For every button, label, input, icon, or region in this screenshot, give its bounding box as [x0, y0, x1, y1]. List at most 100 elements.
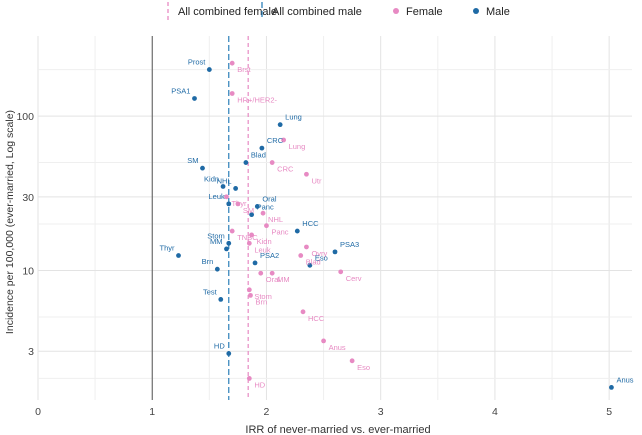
- data-point: [226, 201, 232, 207]
- y-tick-label: 100: [16, 111, 34, 123]
- legend-point-icon: [393, 8, 399, 14]
- point-label: Kidn: [204, 174, 219, 183]
- data-point: [264, 223, 269, 229]
- point-label: MM: [277, 275, 290, 284]
- point-label: HCC: [308, 314, 325, 323]
- y-axis: 3 10 30 100: [16, 111, 34, 358]
- data-point: [224, 246, 229, 252]
- data-point: [220, 184, 226, 189]
- data-point: [300, 309, 306, 315]
- point-label: Lung: [289, 142, 306, 151]
- data-point: [233, 186, 239, 191]
- data-point: [176, 253, 181, 258]
- data-point: [229, 228, 235, 234]
- point-label: Oral: [262, 194, 277, 203]
- data-point: [349, 358, 355, 364]
- point-label: Panc: [271, 228, 288, 237]
- point-label: Brn: [255, 297, 267, 306]
- data-point: [224, 194, 229, 200]
- point-label: Brst: [237, 65, 251, 74]
- data-point: [298, 253, 304, 258]
- data-point: [338, 269, 344, 275]
- data-point: [218, 296, 224, 302]
- data-point: [229, 91, 235, 96]
- point-label: PSA3: [340, 240, 359, 249]
- point-label: Thyr: [160, 244, 176, 253]
- data-point: [206, 67, 212, 72]
- point-label: Oral: [266, 275, 281, 284]
- y-tick-label: 30: [22, 192, 34, 204]
- point-label: Utr: [311, 176, 322, 185]
- point-label: Test: [203, 287, 218, 296]
- point-label: SM: [243, 206, 254, 215]
- point-label: Ovry: [311, 249, 327, 258]
- data-point: [281, 137, 286, 143]
- data-point: [214, 266, 220, 272]
- x-tick-label: 0: [35, 406, 41, 418]
- point-label: HR+/HER2-: [237, 96, 277, 105]
- data-point: [235, 201, 241, 207]
- point-label: Anus: [329, 343, 346, 352]
- data-point: [249, 212, 255, 218]
- point-label: Stom: [207, 231, 225, 240]
- point-label: Anus: [616, 375, 633, 384]
- data-point: [226, 351, 232, 356]
- data-point: [321, 338, 326, 344]
- y-tick-label: 3: [28, 346, 34, 358]
- point-label: NHL: [217, 176, 232, 185]
- data-point: [246, 287, 252, 293]
- point-label: Eso: [357, 363, 370, 372]
- point-label: Lung: [285, 113, 302, 122]
- data-point: [258, 270, 264, 276]
- point-label: Thyr: [231, 199, 247, 208]
- data-point: [248, 292, 253, 298]
- point-labels: BrstHR+/HER2-LungCRCUtrThyrSMNHLPancTNBC…: [160, 58, 634, 390]
- x-tick-label: 2: [264, 406, 270, 418]
- x-tick-label: 1: [149, 406, 155, 418]
- data-point: [332, 249, 338, 255]
- legend-item-label: All combined male: [272, 6, 362, 18]
- data-point: [277, 122, 283, 128]
- data-point: [226, 240, 232, 246]
- point-label: Leuk: [208, 192, 225, 201]
- data-point: [249, 232, 255, 238]
- data-point: [246, 376, 252, 381]
- point-label: CRC: [277, 165, 294, 174]
- data-point: [269, 270, 275, 276]
- x-tick-label: 4: [492, 406, 498, 418]
- point-label: PSA2: [260, 251, 279, 260]
- legend-item-label: All combined female: [178, 6, 277, 18]
- data-point: [259, 145, 265, 151]
- data-point: [304, 171, 309, 177]
- x-axis-label: IRR of never-married vs. ever-married: [245, 424, 430, 435]
- point-label: MM: [210, 237, 223, 246]
- data-point: [260, 210, 266, 216]
- point-label: SM: [187, 156, 198, 165]
- data-point: [229, 60, 235, 66]
- point-label: PSA1: [171, 86, 190, 95]
- data-point: [307, 262, 313, 268]
- x-tick-label: 3: [378, 406, 384, 418]
- x-tick-label: 5: [606, 406, 612, 418]
- data-point: [200, 165, 205, 171]
- data-point: [304, 244, 309, 250]
- point-label: HCC: [302, 219, 319, 228]
- data-point: [243, 160, 249, 165]
- point-label: HD: [214, 342, 225, 351]
- point-label: CRC: [267, 136, 284, 145]
- point-label: TNBC: [237, 233, 258, 242]
- point-label: Brn: [202, 257, 214, 266]
- point-label: Kidn: [257, 237, 272, 246]
- x-axis: 0 1 2 3 4 5: [35, 406, 612, 418]
- data-point: [192, 96, 197, 101]
- point-label: Blad: [251, 151, 266, 160]
- y-axis-label: Incidence per 100,000 (ever-married, Log…: [4, 110, 16, 334]
- data-points: [176, 60, 614, 390]
- point-label: Prost: [188, 58, 206, 67]
- grid: [37, 36, 632, 400]
- data-point: [252, 260, 258, 266]
- data-point: [294, 228, 300, 234]
- point-label: HD: [254, 380, 265, 389]
